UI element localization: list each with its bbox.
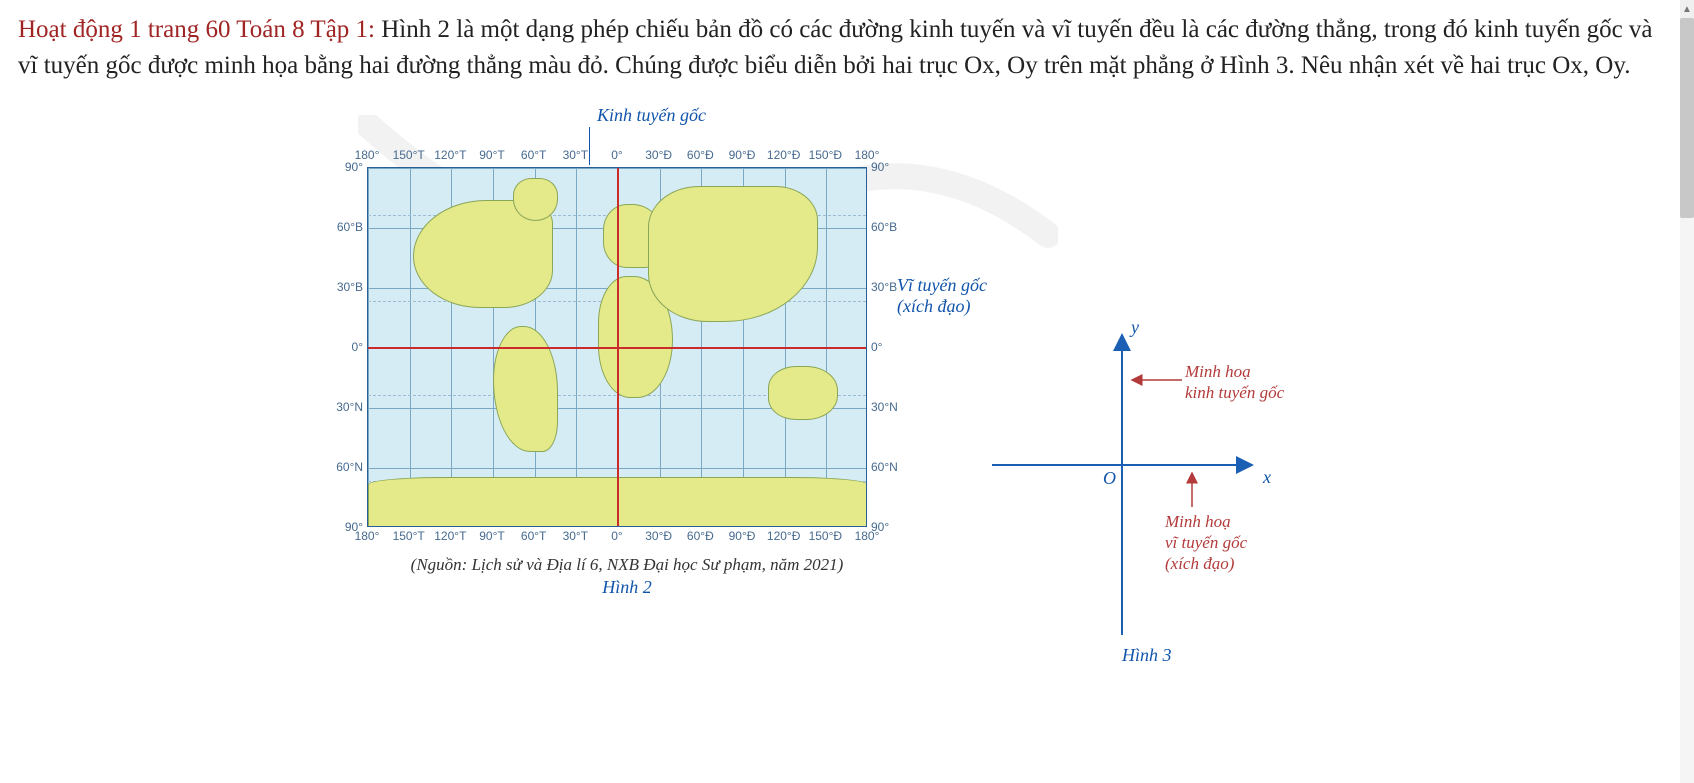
axis-figure: y x O Minh hoạ kinh tuyến gốc Minh hoạ v… <box>967 245 1367 745</box>
map-label-prime-meridian: Kinh tuyến gốc <box>597 105 706 126</box>
axis-label-origin: O <box>1103 468 1116 489</box>
lon-label-bottom: 150°Đ <box>809 529 843 543</box>
lat-label-left: 60°N <box>327 460 363 474</box>
figures-row: Kinh tuyến gốc 180°150°T120°T90°T60°T30°… <box>18 115 1676 745</box>
lat-label-right: 90° <box>871 160 889 174</box>
lon-label-top: 90°T <box>479 148 504 162</box>
lat-label-left: 30°B <box>327 280 363 294</box>
lon-label-bottom: 60°Đ <box>687 529 714 543</box>
axis-note-bottom: Minh hoạ vĩ tuyến gốc (xích đạo) <box>1165 511 1247 575</box>
landmass-asia <box>648 186 818 323</box>
axis-caption: Hình 3 <box>1122 645 1172 666</box>
axis-note-top-l1: Minh hoạ <box>1185 362 1251 381</box>
lat-label-right: 60°B <box>871 220 897 234</box>
lon-label-bottom: 90°Đ <box>729 529 756 543</box>
equator-line <box>368 347 866 349</box>
axis-note-bottom-l3: (xích đạo) <box>1165 554 1234 573</box>
lon-label-bottom: 30°T <box>563 529 588 543</box>
lon-label-top: 120°T <box>434 148 466 162</box>
question-paragraph: Hoạt động 1 trang 60 Toán 8 Tập 1: Hình … <box>18 12 1658 85</box>
lat-label-left: 90° <box>327 160 363 174</box>
lat-label-left: 60°B <box>327 220 363 234</box>
lon-label-top: 90°Đ <box>729 148 756 162</box>
longitude-labels-top: 180°150°T120°T90°T60°T30°T0°30°Đ60°Đ90°Đ… <box>367 145 867 167</box>
lon-label-top: 30°T <box>563 148 588 162</box>
lon-label-bottom: 90°T <box>479 529 504 543</box>
lon-label-top: 150°Đ <box>809 148 843 162</box>
lon-label-top: 0° <box>611 148 622 162</box>
axis-label-y: y <box>1131 317 1139 338</box>
lon-label-bottom: 120°Đ <box>767 529 801 543</box>
map-source: (Nguồn: Lịch sử và Địa lí 6, NXB Đại học… <box>327 555 927 575</box>
axis-note-top: Minh hoạ kinh tuyến gốc <box>1185 361 1284 404</box>
scrollbar-thumb[interactable] <box>1680 18 1694 218</box>
map-figure: Kinh tuyến gốc 180°150°T120°T90°T60°T30°… <box>327 115 927 598</box>
map-caption: Hình 2 <box>327 577 927 598</box>
lat-label-right: 30°B <box>871 280 897 294</box>
lon-label-top: 30°Đ <box>645 148 672 162</box>
question-lead: Hoạt động 1 trang 60 Toán 8 Tập 1: <box>18 16 375 43</box>
landmass-australia <box>768 366 838 420</box>
map-label-equator-l2: (xích đạo) <box>897 296 970 316</box>
landmass-south-america <box>493 326 558 452</box>
lon-label-top: 60°T <box>521 148 546 162</box>
lat-label-left: 30°N <box>327 400 363 414</box>
coordinate-axes <box>967 245 1367 745</box>
lat-label-right: 90° <box>871 520 889 534</box>
lon-label-top: 60°Đ <box>687 148 714 162</box>
lon-label-top: 150°T <box>393 148 425 162</box>
lon-label-bottom: 120°T <box>434 529 466 543</box>
axis-note-top-l2: kinh tuyến gốc <box>1185 383 1284 402</box>
scrollbar-up-button[interactable]: ▲ <box>1680 0 1694 18</box>
lat-label-right: 0° <box>871 340 882 354</box>
longitude-labels-bottom: 180°150°T120°T90°T60°T30°T0°30°Đ60°Đ90°Đ… <box>367 527 867 549</box>
lon-label-top: 120°Đ <box>767 148 801 162</box>
lon-label-bottom: 30°Đ <box>645 529 672 543</box>
axis-note-bottom-l1: Minh hoạ <box>1165 512 1231 531</box>
scrollbar-track[interactable]: ▲ <box>1680 0 1694 783</box>
axis-label-x: x <box>1263 467 1271 488</box>
world-map <box>367 167 867 527</box>
lon-label-bottom: 60°T <box>521 529 546 543</box>
lon-label-bottom: 0° <box>611 529 622 543</box>
lat-label-right: 60°N <box>871 460 898 474</box>
lat-label-left: 90° <box>327 520 363 534</box>
lat-label-right: 30°N <box>871 400 898 414</box>
lat-label-left: 0° <box>327 340 363 354</box>
lon-label-bottom: 150°T <box>393 529 425 543</box>
axis-note-bottom-l2: vĩ tuyến gốc <box>1165 533 1247 552</box>
